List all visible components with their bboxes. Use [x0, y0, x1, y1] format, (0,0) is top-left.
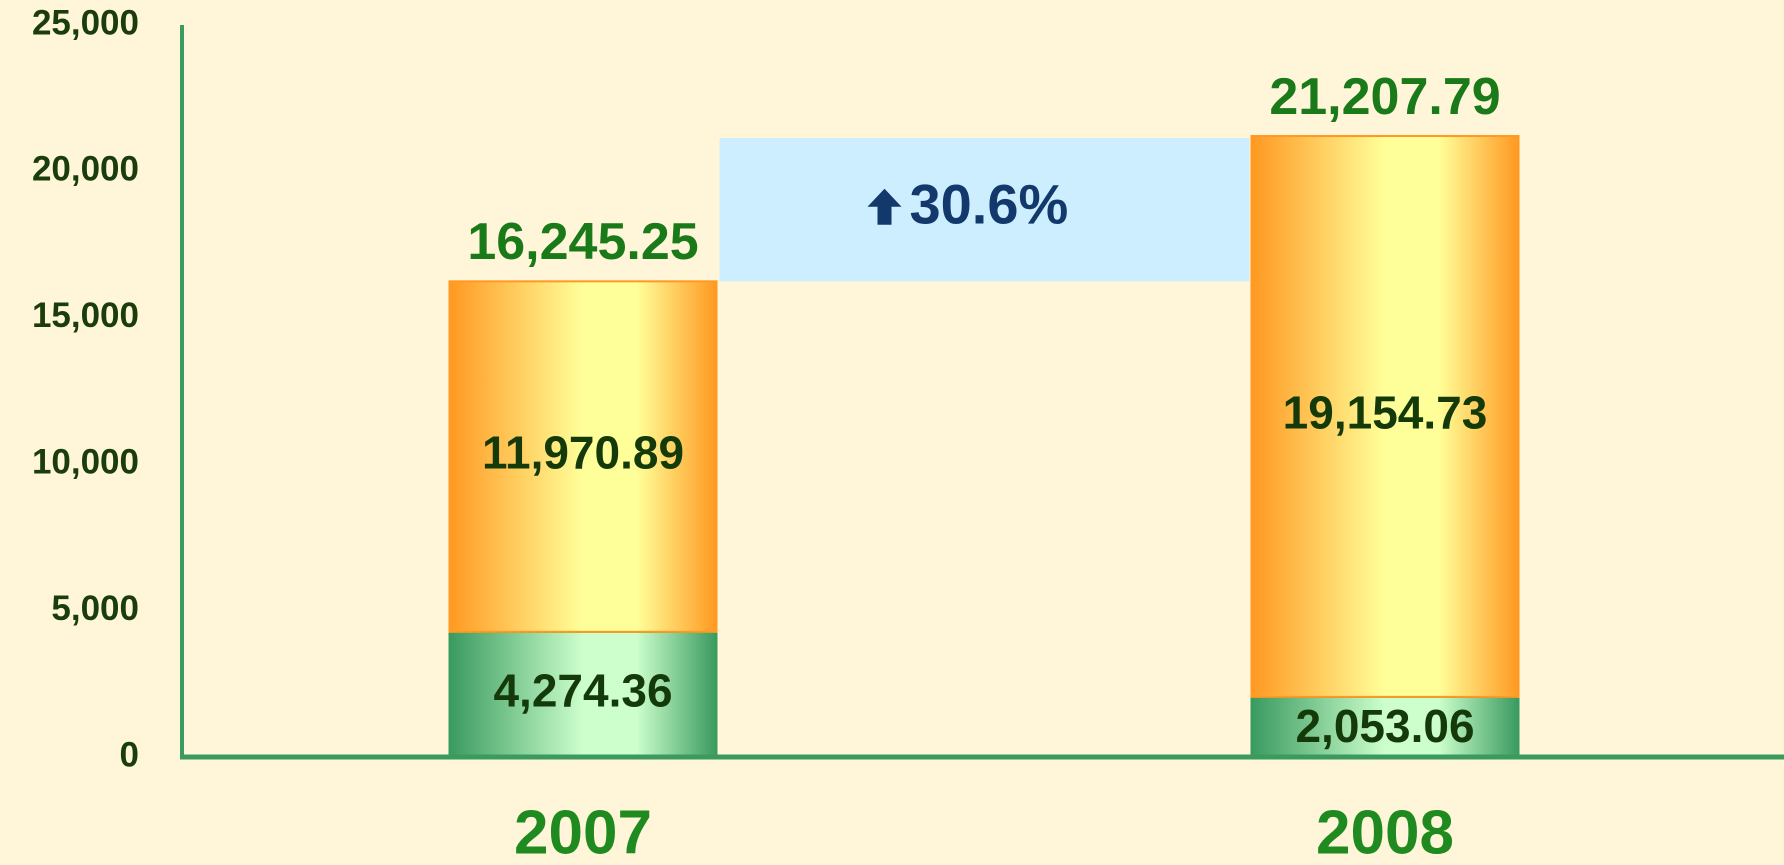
value-label: 11,970.89 — [482, 427, 684, 479]
annotation-box — [719, 138, 1250, 282]
y-tick-label: 15,000 — [32, 296, 139, 335]
total-label: 21,207.79 — [1269, 68, 1500, 126]
total-label: 16,245.25 — [467, 213, 698, 271]
y-tick-label: 0 — [120, 735, 139, 774]
value-label: 19,154.73 — [1283, 387, 1488, 439]
y-tick-label: 5,000 — [51, 589, 139, 628]
value-label: 2,053.06 — [1295, 700, 1474, 752]
x-tick-label: 2007 — [514, 798, 652, 865]
annotation: 30.6% — [910, 172, 1069, 235]
y-tick-label: 10,000 — [32, 442, 139, 481]
value-label: 4,274.36 — [493, 665, 672, 717]
y-tick-label: 25,000 — [32, 3, 139, 42]
y-tick-label: 20,000 — [32, 150, 139, 189]
bar-segment — [448, 280, 718, 633]
bar-segment — [1250, 135, 1520, 698]
x-tick-label: 2008 — [1316, 798, 1454, 865]
arrow-up-icon — [867, 188, 902, 225]
